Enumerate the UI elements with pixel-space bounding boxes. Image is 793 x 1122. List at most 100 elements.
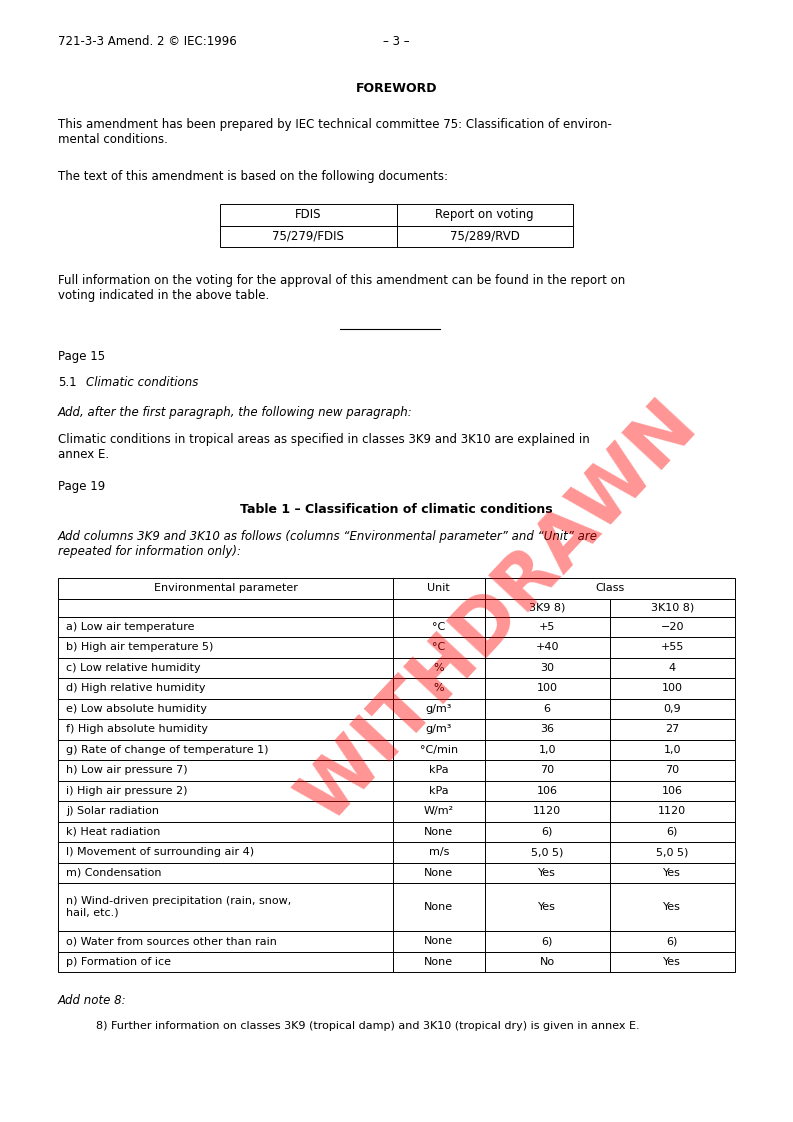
Text: j) Solar radiation: j) Solar radiation	[66, 807, 159, 817]
Bar	[58, 842, 393, 863]
Text: 70: 70	[540, 765, 554, 775]
Text: Add, after the first paragraph, the following new paragraph:: Add, after the first paragraph, the foll…	[58, 406, 412, 419]
Bar	[485, 699, 610, 719]
Bar	[396, 226, 573, 247]
Text: Yes: Yes	[664, 867, 681, 877]
Bar	[393, 760, 485, 781]
Text: 721-3-3 Amend. 2 © IEC:1996: 721-3-3 Amend. 2 © IEC:1996	[58, 35, 237, 48]
Bar	[610, 781, 735, 801]
Bar	[58, 931, 393, 951]
Bar	[393, 637, 485, 657]
Text: n) Wind-driven precipitation (rain, snow,
hail, etc.): n) Wind-driven precipitation (rain, snow…	[66, 896, 291, 918]
Bar	[58, 678, 393, 699]
Bar	[58, 801, 393, 821]
Text: 106: 106	[537, 785, 557, 795]
Text: Add note 8:: Add note 8:	[58, 994, 127, 1008]
Bar	[610, 657, 735, 678]
Text: WITHDRAWN: WITHDRAWN	[287, 387, 712, 836]
Bar	[485, 931, 610, 951]
Bar	[393, 657, 485, 678]
Text: o) Water from sources other than rain: o) Water from sources other than rain	[66, 937, 277, 947]
Bar	[393, 699, 485, 719]
Text: +55: +55	[661, 642, 684, 652]
Text: %: %	[434, 663, 444, 673]
Text: 1,0: 1,0	[664, 745, 681, 755]
Bar	[58, 598, 393, 617]
Bar	[58, 781, 393, 801]
Bar	[610, 760, 735, 781]
Text: −20: −20	[661, 622, 684, 632]
Text: 75/279/FDIS: 75/279/FDIS	[272, 230, 344, 242]
Text: a) Low air temperature: a) Low air temperature	[66, 622, 194, 632]
Text: 70: 70	[665, 765, 680, 775]
Text: Table 1 – Classification of climatic conditions: Table 1 – Classification of climatic con…	[240, 503, 553, 516]
Bar	[58, 637, 393, 657]
Bar	[485, 842, 610, 863]
Bar	[610, 821, 735, 842]
Text: i) High air pressure 2): i) High air pressure 2)	[66, 785, 187, 795]
Text: 0,9: 0,9	[664, 703, 681, 714]
Text: – 3 –: – 3 –	[383, 35, 410, 48]
Bar	[220, 204, 396, 226]
Text: 6): 6)	[542, 827, 553, 837]
Bar	[393, 801, 485, 821]
Bar	[220, 226, 396, 247]
Bar	[610, 739, 735, 760]
Text: l) Movement of surrounding air 4): l) Movement of surrounding air 4)	[66, 847, 254, 857]
Bar	[393, 598, 485, 617]
Text: Yes: Yes	[538, 902, 556, 912]
Bar	[485, 760, 610, 781]
Bar	[485, 863, 610, 883]
Text: °C/min: °C/min	[419, 745, 458, 755]
Bar	[393, 842, 485, 863]
Bar	[485, 657, 610, 678]
Bar	[485, 801, 610, 821]
Text: b) High air temperature 5): b) High air temperature 5)	[66, 642, 213, 652]
Bar	[58, 739, 393, 760]
Bar	[485, 951, 610, 973]
Text: Climatic conditions: Climatic conditions	[86, 376, 198, 389]
Bar	[393, 617, 485, 637]
Text: No: No	[539, 957, 554, 967]
Text: Page 19: Page 19	[58, 480, 105, 493]
Text: None: None	[424, 937, 454, 947]
Bar	[485, 821, 610, 842]
Bar	[393, 719, 485, 739]
Text: m/s: m/s	[429, 847, 449, 857]
Text: 30: 30	[540, 663, 554, 673]
Text: None: None	[424, 957, 454, 967]
Bar	[610, 951, 735, 973]
Bar	[610, 931, 735, 951]
Text: FOREWORD: FOREWORD	[356, 82, 437, 95]
Text: The text of this amendment is based on the following documents:: The text of this amendment is based on t…	[58, 171, 448, 183]
Text: None: None	[424, 902, 454, 912]
Bar	[58, 951, 393, 973]
Text: 3K9 8): 3K9 8)	[529, 603, 565, 613]
Bar	[58, 578, 393, 598]
Text: Environmental parameter: Environmental parameter	[154, 583, 297, 594]
Text: Yes: Yes	[664, 902, 681, 912]
Text: 100: 100	[537, 683, 557, 693]
Text: W/m²: W/m²	[423, 807, 454, 817]
Text: %: %	[434, 683, 444, 693]
Bar	[610, 801, 735, 821]
Text: 6): 6)	[667, 827, 678, 837]
Text: 6: 6	[544, 703, 550, 714]
Bar	[393, 678, 485, 699]
Bar	[58, 883, 393, 931]
Text: °C: °C	[432, 642, 446, 652]
Text: 106: 106	[662, 785, 683, 795]
Text: Add columns 3K9 and 3K10 as follows (columns “Environmental parameter” and “Unit: Add columns 3K9 and 3K10 as follows (col…	[58, 530, 598, 558]
Bar	[485, 719, 610, 739]
Bar	[485, 678, 610, 699]
Bar	[610, 863, 735, 883]
Bar	[610, 678, 735, 699]
Text: e) Low absolute humidity: e) Low absolute humidity	[66, 703, 207, 714]
Text: c) Low relative humidity: c) Low relative humidity	[66, 663, 201, 673]
Text: +5: +5	[539, 622, 555, 632]
Bar	[393, 863, 485, 883]
Bar	[485, 617, 610, 637]
Text: 1120: 1120	[658, 807, 687, 817]
Bar	[485, 598, 610, 617]
Text: 75/289/RVD: 75/289/RVD	[450, 230, 519, 242]
